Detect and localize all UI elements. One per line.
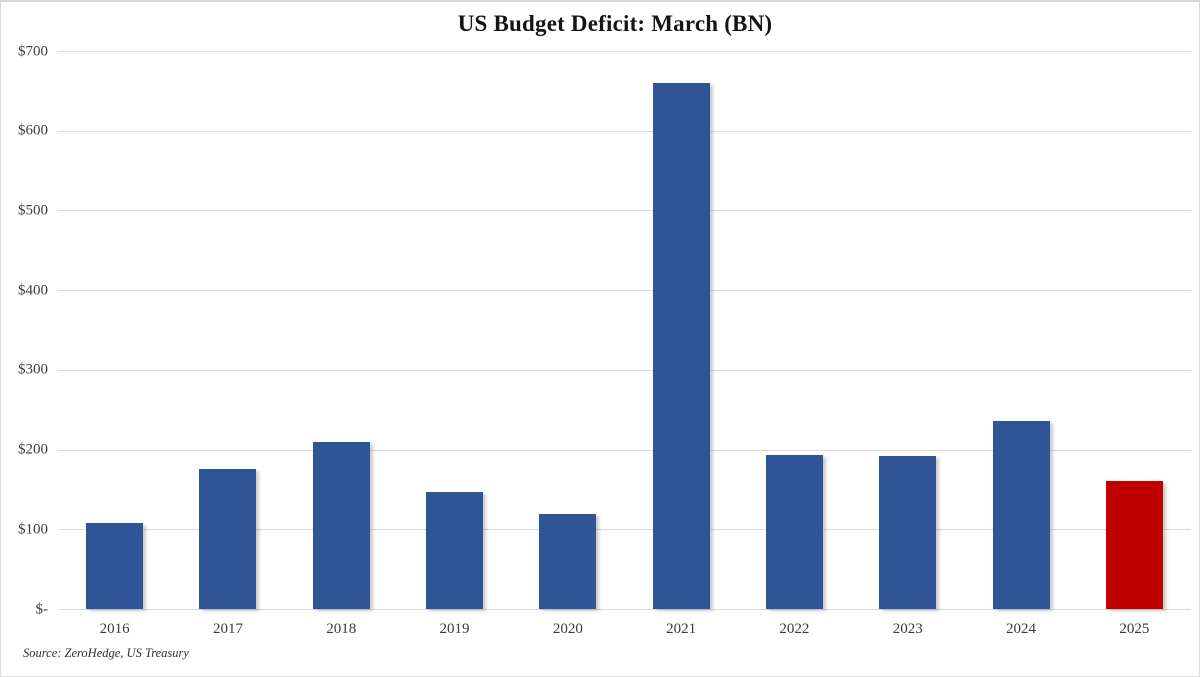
bars-group (58, 51, 1191, 609)
x-axis-label: 2024 (1006, 621, 1037, 637)
bar-2020 (539, 514, 597, 609)
x-axis-label: 2016 (99, 621, 130, 637)
y-axis-tick-label: $400 (18, 282, 48, 299)
gridline: $100 (18, 521, 1191, 537)
gridline: $300 (18, 362, 1191, 378)
y-axis-tick-label: $200 (18, 441, 48, 458)
gridline: $- (36, 601, 1191, 617)
bar-2018 (312, 442, 370, 609)
x-axis-label: 2025 (1119, 621, 1150, 637)
x-axis-label: 2022 (779, 621, 810, 637)
bar-slot (58, 51, 171, 609)
bar-2025 (1105, 480, 1163, 609)
bar-2024 (992, 420, 1050, 609)
y-axis-tick-label: $100 (18, 521, 48, 538)
plot-area: $700 $600 $500 $400 $300 $200 $100 $- 2016 2017 2… (18, 43, 1191, 637)
x-axis-label: 2018 (326, 621, 357, 637)
gridline: $500 (18, 202, 1191, 218)
gridline: $600 (18, 123, 1191, 139)
bar-slot (285, 51, 398, 609)
bar-slot (964, 51, 1077, 609)
x-axis-label: 2020 (552, 621, 583, 637)
bar-2019 (426, 491, 484, 609)
bar-2021 (652, 82, 710, 609)
y-axis-tick-label: $600 (18, 122, 48, 139)
source-note: Source: ZeroHedge, US Treasury (23, 646, 189, 660)
y-axis-tick-label: $700 (18, 43, 48, 59)
bar-slot (511, 51, 624, 609)
gridline: $400 (18, 282, 1191, 298)
bar-2016 (86, 522, 144, 609)
chart-title: US Budget Deficit: March (BN) (457, 11, 773, 36)
bar-2023 (879, 455, 937, 609)
y-axis-tick-label: $- (35, 601, 49, 617)
bar-2017 (199, 468, 257, 609)
gridline: $700 (18, 43, 1191, 59)
bar-slot (171, 51, 284, 609)
y-axis-tick-label: $500 (18, 202, 48, 219)
bar-slot (624, 51, 737, 609)
x-axis-label: 2017 (212, 621, 243, 637)
x-axis-label: 2023 (892, 621, 923, 637)
bar-slot (1078, 51, 1191, 609)
x-axis-label: 2021 (666, 621, 697, 637)
gridline: $200 (18, 442, 1191, 458)
x-axis-labels: 2016 2017 2018 2019 2020 2021 2022 2023 2024 2025 (58, 621, 1191, 638)
bar-2022 (765, 455, 823, 609)
y-axis-tick-label: $300 (18, 361, 48, 378)
bar-slot (398, 51, 511, 609)
bar-slot (738, 51, 851, 609)
bar-slot (851, 51, 964, 609)
x-axis-label: 2019 (439, 621, 470, 637)
